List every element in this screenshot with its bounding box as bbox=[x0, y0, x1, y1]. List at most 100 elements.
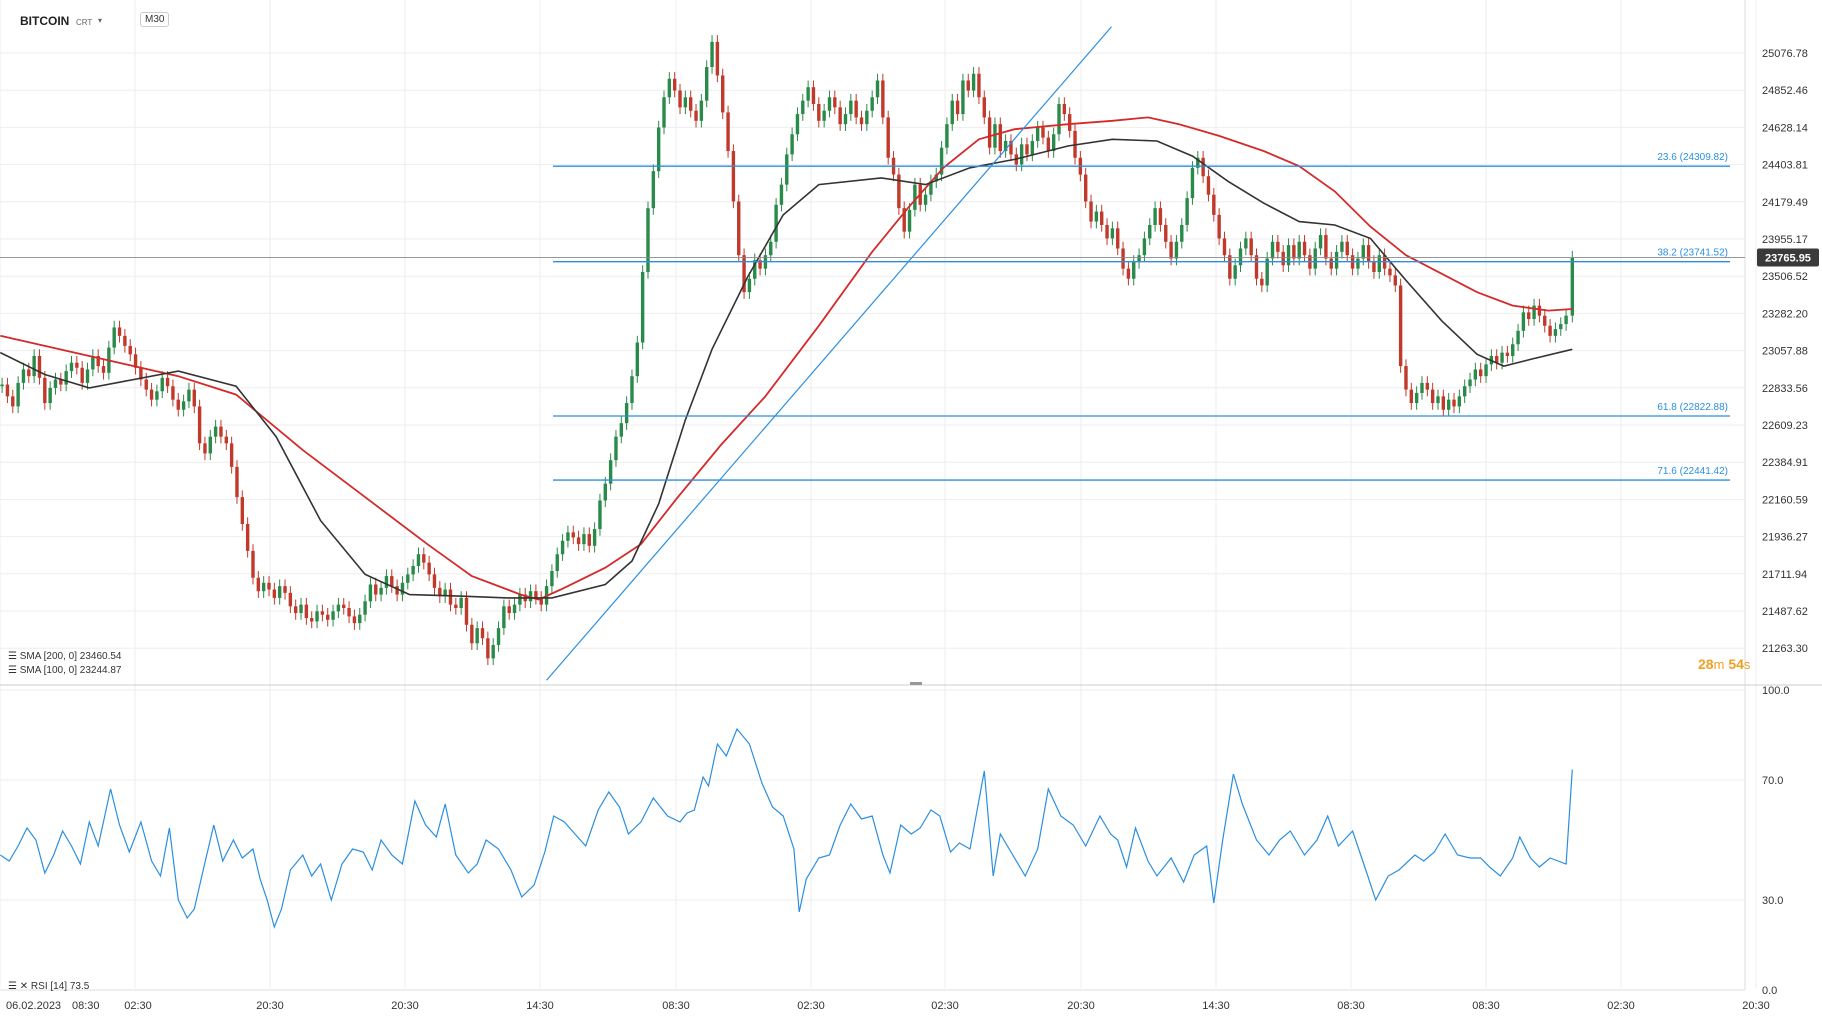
price-tick-label: 21711.94 bbox=[1762, 569, 1807, 581]
legend-sma100[interactable]: ☰ SMA [100, 0] 23244.87 bbox=[8, 665, 122, 676]
candle-body bbox=[1089, 201, 1093, 222]
candle-body bbox=[101, 366, 106, 373]
candle-body bbox=[1025, 144, 1029, 155]
candle-body bbox=[790, 134, 794, 155]
candle-body bbox=[310, 618, 314, 622]
candle-body bbox=[795, 114, 800, 135]
candle-body bbox=[251, 550, 255, 578]
price-tick-label: 22609.23 bbox=[1762, 420, 1808, 432]
candle-body bbox=[448, 589, 453, 605]
candle-body bbox=[950, 100, 954, 125]
time-tick-label: 02:30 bbox=[931, 1000, 959, 1012]
candle-body bbox=[582, 534, 586, 545]
candle-body bbox=[1260, 278, 1264, 286]
candle-body bbox=[32, 355, 36, 377]
candle-body bbox=[1543, 315, 1547, 326]
last-price-label: 23765.95 bbox=[1765, 253, 1811, 265]
candle-body bbox=[774, 204, 778, 242]
candle-body bbox=[352, 616, 357, 624]
candle-body bbox=[886, 117, 890, 158]
candle-body bbox=[1030, 140, 1035, 155]
candle-body bbox=[320, 611, 325, 615]
candle-body bbox=[982, 97, 986, 118]
candle-body bbox=[0, 384, 4, 387]
candle-body bbox=[955, 100, 960, 115]
candle-body bbox=[288, 592, 293, 607]
legend-rsi[interactable]: ☰ ✕ RSI [14] 73.5 bbox=[8, 981, 89, 992]
candle-body bbox=[5, 384, 10, 397]
price-tick-label: 22384.91 bbox=[1762, 457, 1808, 469]
candle-body bbox=[897, 174, 901, 209]
candle-body bbox=[59, 379, 63, 385]
candle-body bbox=[598, 500, 602, 530]
time-tick-label: 06.02.2023 bbox=[6, 1000, 61, 1012]
candle-body bbox=[1345, 241, 1349, 256]
sma200-line bbox=[0, 116, 1573, 601]
candle-body bbox=[411, 565, 415, 575]
candle-body bbox=[1500, 352, 1504, 363]
candle-body bbox=[566, 532, 570, 541]
candle-body bbox=[368, 584, 373, 602]
candle-body bbox=[683, 97, 688, 108]
candle-body bbox=[496, 628, 501, 645]
rsi-tick-label: 100.0 bbox=[1762, 685, 1790, 697]
chart-type-selector[interactable]: CRT bbox=[76, 18, 93, 27]
fibonacci-level-label: 61.8 (22822.88) bbox=[1657, 402, 1728, 413]
candle-body bbox=[731, 151, 736, 202]
chevron-down-icon[interactable]: ▾ bbox=[98, 16, 103, 25]
candle-body bbox=[550, 571, 554, 587]
timeframe-selector[interactable]: M30 bbox=[140, 12, 170, 27]
candle-body bbox=[1297, 241, 1301, 259]
candle-body bbox=[240, 497, 245, 524]
candle-body bbox=[1329, 258, 1333, 269]
candle-body bbox=[705, 67, 709, 101]
legend-sma200[interactable]: ☰ SMA [200, 0] 23460.54 bbox=[8, 651, 122, 662]
close-icon[interactable]: ✕ bbox=[19, 981, 29, 992]
candle-body bbox=[1270, 241, 1275, 259]
time-tick-label: 02:30 bbox=[797, 1000, 825, 1012]
candle-body bbox=[1206, 176, 1211, 195]
candle-body bbox=[715, 41, 720, 76]
price-tick-label: 23057.88 bbox=[1762, 346, 1808, 358]
candle-body bbox=[69, 362, 74, 372]
price-tick-label: 24852.46 bbox=[1762, 85, 1808, 97]
candle-body bbox=[43, 377, 47, 404]
rsi-tick-label: 70.0 bbox=[1762, 775, 1783, 787]
candle-body bbox=[144, 379, 148, 390]
candle-body bbox=[27, 369, 31, 377]
candle-body bbox=[187, 389, 191, 402]
candle-body bbox=[261, 582, 266, 592]
candle-body bbox=[416, 554, 421, 566]
candle-body bbox=[80, 367, 84, 383]
candle-body bbox=[37, 355, 42, 378]
candle-body bbox=[1564, 315, 1568, 325]
candle-body bbox=[208, 436, 212, 454]
menu-icon[interactable]: ☰ bbox=[8, 651, 17, 662]
candle-body bbox=[1083, 174, 1088, 202]
candle-body bbox=[630, 376, 634, 404]
candle-body bbox=[1537, 305, 1542, 316]
candle-body bbox=[1553, 329, 1558, 336]
menu-icon[interactable]: ☰ bbox=[8, 981, 17, 992]
candle-body bbox=[390, 576, 394, 587]
candle-body bbox=[277, 586, 282, 598]
candle-body bbox=[245, 523, 250, 551]
time-tick-label: 14:30 bbox=[526, 1000, 554, 1012]
candle-body bbox=[528, 591, 533, 602]
symbol-title[interactable]: BITCOIN bbox=[20, 14, 70, 28]
candle-body bbox=[608, 460, 613, 484]
candle-body bbox=[1249, 238, 1253, 256]
candle-body bbox=[1420, 382, 1424, 393]
menu-icon[interactable]: ☰ bbox=[8, 665, 17, 676]
time-tick-label: 08:30 bbox=[1472, 1000, 1500, 1012]
candle-body bbox=[534, 591, 538, 598]
candle-body bbox=[726, 112, 730, 152]
candle-body bbox=[870, 97, 874, 111]
candle-body bbox=[293, 606, 298, 614]
fibonacci-level-label: 71.6 (22441.42) bbox=[1657, 466, 1728, 477]
candle-body bbox=[1180, 224, 1184, 242]
candle-body bbox=[128, 345, 132, 355]
candle-body bbox=[64, 371, 68, 385]
candle-body bbox=[491, 644, 495, 659]
